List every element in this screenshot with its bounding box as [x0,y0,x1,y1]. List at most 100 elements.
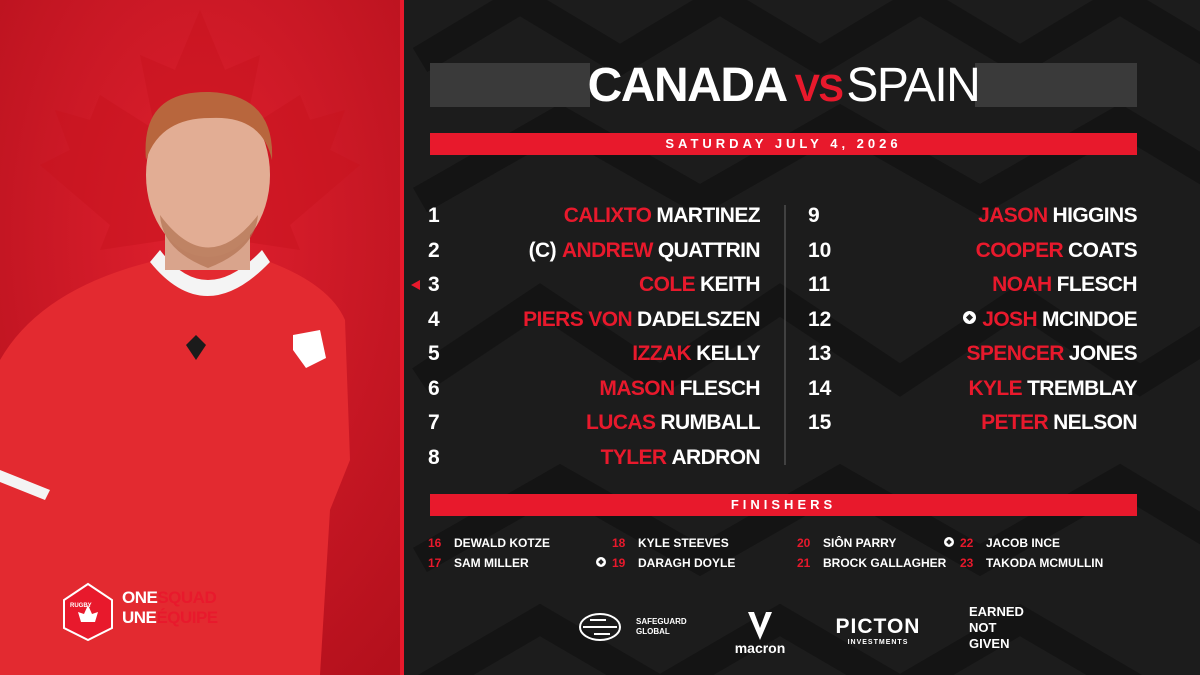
first-name: SPENCER [966,342,1064,365]
player-name: KYLE TREMBLAY [968,377,1137,401]
last-name: MARTINEZ [656,204,760,227]
jersey-number: 3 [428,273,440,296]
debut-icon [596,557,606,567]
last-name: FLESCH [1056,273,1138,296]
sponsor-macron: macron [734,640,786,656]
jersey-number: 2 [428,238,440,262]
player-name: COOPER COATS [975,238,1138,263]
motto-line: NOT [969,620,997,635]
jersey-number: 7 [428,411,440,434]
last-name: RUMBALL [660,411,760,434]
finisher-name: DEWALD KOTZE [454,536,550,550]
finisher-number: 18 [612,536,626,550]
motto-line: EARNED [969,604,1024,619]
finisher-name: SIÔN PARRY [823,536,897,550]
away-team: SPAIN [846,59,980,112]
debut-icon [963,310,977,324]
slogan-word: SQUAD [157,588,217,607]
finisher-number: 23 [960,556,974,570]
sponsor-text: SAFEGUARD [636,617,687,626]
player-name: SPENCER JONES [966,342,1137,366]
finishers-heading: FINISHERS [730,497,837,512]
featured-marker [411,280,420,290]
sponsor-safeguard: SAFEGUARD GLOBAL [636,617,687,637]
jersey-number: 1 [428,204,440,227]
first-name: LUCAS [586,411,656,434]
last-name: FLESCH [679,376,761,400]
last-name: QUATTRIN [657,238,761,262]
slogan-word: ÉQUIPE [156,608,218,627]
jersey-number: 11 [808,273,831,296]
player-name: JASON HIGGINS [978,204,1137,228]
first-name: COOPER [975,238,1064,262]
first-name: IZZAK [632,342,692,365]
versus: VS [794,68,844,110]
player-name: PIERS VON DADELSZEN [523,307,761,332]
sponsor-text: GLOBAL [636,627,670,636]
finisher: 17 SAM MILLER [428,555,529,571]
finisher-number: 22 [960,536,974,550]
last-name: MCINDOE [1042,307,1138,331]
player-name: PETER NELSON [981,411,1138,435]
first-name: PETER [981,411,1049,434]
last-name: KELLY [696,342,761,365]
jersey-number: 14 [808,376,832,400]
jersey-number: 4 [428,307,440,331]
player-name: (C) ANDREW QUATTRIN [528,238,761,263]
player-name: NOAH FLESCH [992,273,1137,297]
last-name: COATS [1068,238,1138,262]
player-name: JOSH MCINDOE [963,307,1138,332]
motto: EARNED NOT GIVEN [969,604,1024,652]
player-name: MASON FLESCH [599,377,760,401]
slogan-word: ONE [122,588,158,607]
last-name: KEITH [699,273,761,296]
first-name: PIERS VON [523,307,633,331]
slogan: ONESQUAD UNEÉQUIPE [122,588,218,628]
jersey-number: 15 [808,411,832,434]
jersey-number: 6 [428,376,440,400]
last-name: HIGGINS [1052,204,1138,227]
match-date: SATURDAY JULY 4, 2026 [665,136,902,151]
jersey-number: 8 [428,445,440,469]
finisher-number: 21 [797,556,811,570]
last-name: TREMBLAY [1027,376,1138,400]
first-name: COLE [639,273,696,296]
jersey-number: 9 [808,204,820,227]
first-name: TYLER [600,445,667,469]
match-title: CANADA VSSPAIN [430,60,1137,115]
player-name: LUCAS RUMBALL [586,411,761,435]
finisher: 23 TAKODA MCMULLIN [960,555,1103,571]
first-name: CALIXTO [563,204,652,227]
last-name: DADELSZEN [637,307,761,331]
first-name: MASON [599,376,675,400]
badge-text: RUGBY [70,603,92,609]
finisher-name: BROCK GALLAGHER [823,556,947,570]
finisher-name: TAKODA MCMULLIN [986,556,1104,570]
first-name: JOSH [982,307,1038,331]
finisher: 20 SIÔN PARRY [797,535,896,551]
player-name: TYLER ARDRON [600,445,761,470]
player-name: CALIXTO MARTINEZ [563,204,761,228]
first-name: NOAH [992,273,1052,296]
first-name: JASON [978,204,1048,227]
home-team: CANADA [587,59,788,112]
finisher-name: JACOB INCE [986,536,1061,550]
first-name: KYLE [968,376,1023,400]
finisher-name: KYLE STEEVES [638,536,729,550]
last-name: ARDRON [671,445,760,469]
captain-mark: (C) [528,238,557,262]
jersey-number: 13 [808,342,832,365]
finisher: 21 BROCK GALLAGHER [797,555,946,571]
finisher: 22 JACOB INCE [944,535,1060,551]
slogan-word: UNE [122,608,157,627]
finisher-name: SAM MILLER [454,556,529,570]
finisher-name: DARAGH DOYLE [638,556,736,570]
last-name: NELSON [1053,411,1138,434]
jersey-number: 12 [808,307,832,331]
finisher-number: 20 [797,536,811,550]
sponsor-picton: PICTON INVESTMENTS [828,615,928,646]
jersey-number: 5 [428,342,440,365]
player-name: IZZAK KELLY [632,342,760,366]
